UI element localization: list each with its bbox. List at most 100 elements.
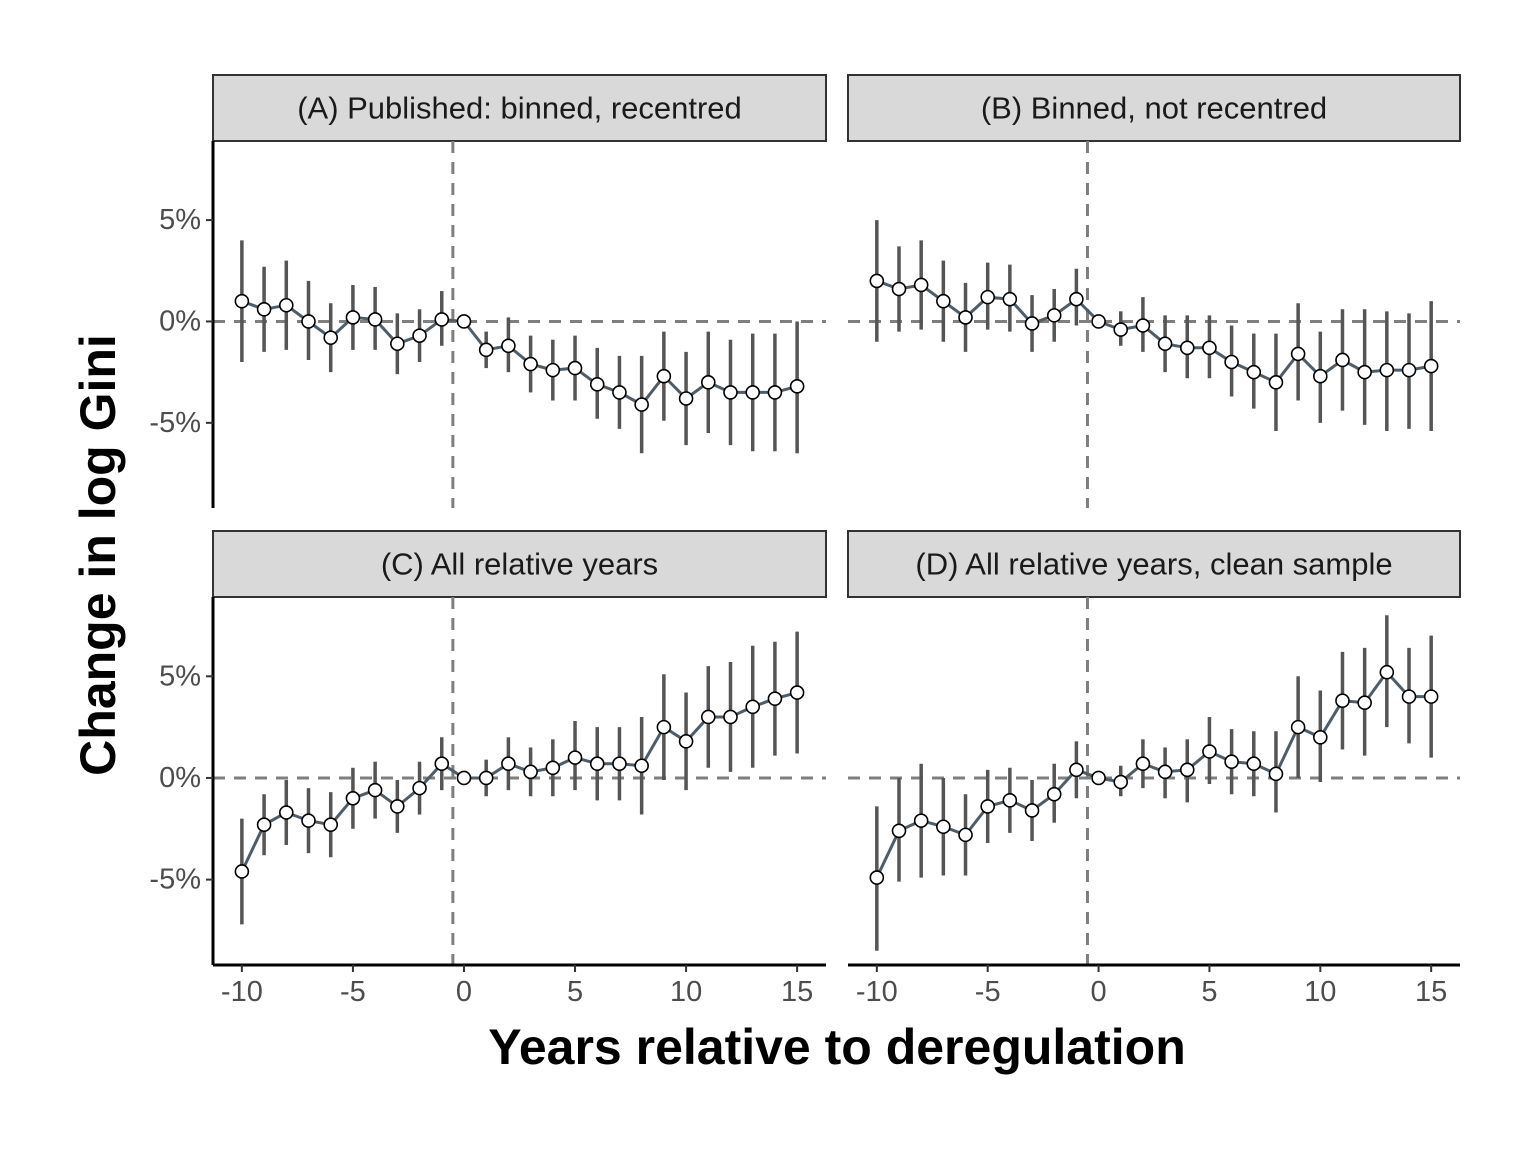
panel-d-point <box>1179 762 1195 778</box>
panel-c-point <box>256 817 272 833</box>
panels-group: (A) Published: binned, recentred 5% 0% -5% (… <box>149 74 1461 1008</box>
panel-c-point <box>301 813 316 828</box>
panel-d-point <box>1224 754 1239 769</box>
panel-a-point <box>390 336 405 352</box>
panel-d-x-tick-label: 5 <box>1201 976 1217 1008</box>
panel-a-point <box>678 391 694 406</box>
panel-b-point <box>1313 368 1328 384</box>
panel-c-point <box>456 770 472 786</box>
panel-c-point <box>656 719 672 735</box>
panel-a-point <box>478 342 494 358</box>
panel-c-point <box>723 709 738 725</box>
panel-d-point <box>913 813 929 828</box>
panel-d-x-tick-label: 15 <box>1415 976 1447 1008</box>
panel-c-point <box>501 756 516 772</box>
y-axis-title: Change in log Gini <box>70 334 126 776</box>
panel-a-point <box>767 385 783 400</box>
panel-a-point <box>589 377 605 392</box>
panel-a-point <box>523 356 538 372</box>
panel-c-point <box>767 691 783 706</box>
panel-c-y-tick-label: 0% <box>159 762 201 794</box>
panel-b-point <box>1202 340 1217 356</box>
panel-c-point <box>700 709 716 725</box>
panel-b-point <box>1002 291 1018 307</box>
panel-a-point <box>634 397 649 412</box>
panel-b: (B) Binned, not recentred <box>847 74 1461 508</box>
panel-d-x-tick-label: -5 <box>975 976 1001 1008</box>
panel-a-point <box>301 314 316 329</box>
panel-a: (A) Published: binned, recentred 5% 0% -5% <box>149 74 827 508</box>
panel-a-point <box>234 293 250 309</box>
panel-b-point <box>1379 362 1395 378</box>
panel-c-point <box>390 799 405 814</box>
panel-a-y-tick-label: 5% <box>159 204 201 236</box>
panel-d-point <box>1313 729 1328 745</box>
panel-d-point <box>980 799 995 814</box>
panel-b-point <box>1069 291 1084 307</box>
panel-c-point <box>278 805 294 820</box>
panel-c-y-tick-label: -5% <box>149 864 201 896</box>
panel-d-point <box>1357 695 1372 711</box>
panel-d-point <box>1268 766 1284 782</box>
panel-b-point <box>1357 364 1372 380</box>
panel-a-point <box>501 338 516 354</box>
panel-d-point <box>1024 803 1040 818</box>
panel-d-point <box>891 823 907 839</box>
panel-c-point <box>678 734 694 749</box>
panel-b-point <box>958 310 973 325</box>
panel-a-point <box>723 385 738 400</box>
panel-a-point <box>656 368 672 384</box>
panel-d-point <box>1202 744 1217 759</box>
panel-c-point <box>634 758 649 774</box>
panel-d-point <box>1157 764 1173 780</box>
panel-c-point <box>745 699 761 715</box>
panel-b-point <box>1246 364 1262 380</box>
panel-d-point <box>869 870 885 885</box>
panel-c-point <box>589 756 605 772</box>
panel-c-point <box>345 790 361 806</box>
panel-b-point <box>1135 318 1151 333</box>
panel-b-point <box>869 273 885 289</box>
panel-c-x-tick-label: 15 <box>781 976 813 1008</box>
panel-b-series-line <box>876 279 1432 385</box>
panel-c-point <box>545 760 561 776</box>
panel-d-point <box>1091 770 1106 786</box>
panel-b-point <box>1113 322 1129 337</box>
panel-d-x-tick-label: 0 <box>1090 976 1106 1008</box>
panel-a-point <box>789 379 805 394</box>
panel-d-x-tick-label: -10 <box>856 976 898 1008</box>
panel-d-point <box>1423 689 1439 704</box>
panel-c-x-tick-label: 0 <box>456 976 472 1008</box>
panel-d-point <box>1069 762 1084 778</box>
panel-c-point <box>523 764 538 780</box>
panel-a-strip <box>212 74 827 142</box>
panel-a-point <box>323 330 339 345</box>
panel-a-point <box>745 385 761 400</box>
panel-a-title: (A) Published: binned, recentred <box>297 91 742 126</box>
panel-a-series-line <box>241 299 798 407</box>
panel-d-point <box>1113 774 1129 790</box>
panel-c-point <box>478 770 494 786</box>
panel-c-point <box>323 817 339 833</box>
panel-c-point <box>567 750 583 765</box>
panel-c-point <box>412 780 427 796</box>
panel-a-point <box>456 314 472 329</box>
panel-b-strip <box>847 74 1461 142</box>
panel-a-point <box>412 328 427 343</box>
panel-b-point <box>1423 358 1439 374</box>
panel-a-y-tick-label: 0% <box>159 305 201 337</box>
panel-d-point <box>1135 756 1151 772</box>
panel-b-title: (B) Binned, not recentred <box>981 91 1327 126</box>
panel-c-x-tick-label: -5 <box>340 976 366 1008</box>
panel-b-point <box>1335 352 1350 368</box>
panel-b-point <box>1157 336 1173 352</box>
panel-b-point <box>1179 340 1195 356</box>
panel-b-point <box>936 293 951 309</box>
panel-d-title: (D) All relative years, clean sample <box>915 547 1392 582</box>
panel-a-point <box>367 312 383 327</box>
panel-c: (C) All relative years 5% 0% -5% -10 -5 0 5 10 15 <box>149 530 827 1008</box>
panel-b-point <box>913 277 929 293</box>
panel-b-point <box>1091 314 1106 329</box>
panel-c-point <box>234 864 250 879</box>
